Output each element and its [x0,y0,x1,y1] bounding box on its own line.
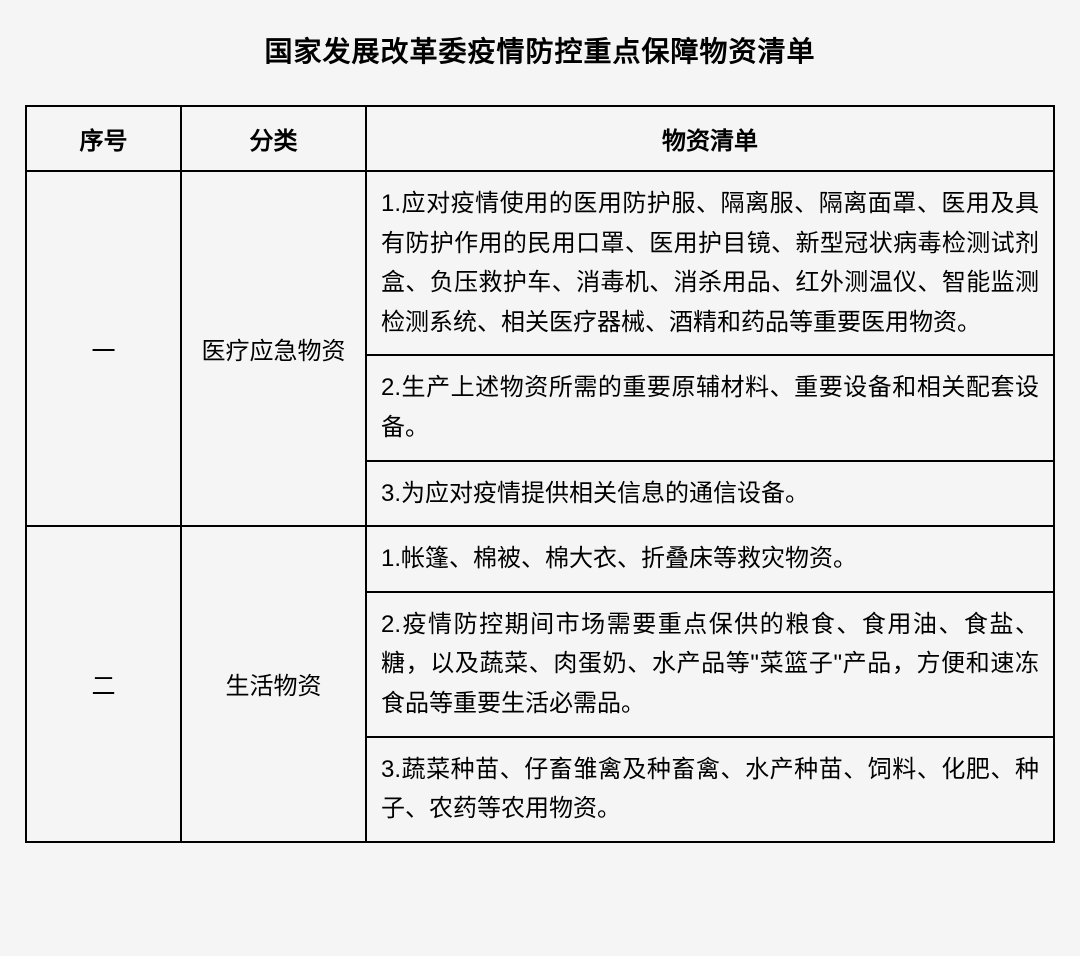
table-row: 二 生活物资 1.帐篷、棉被、棉大衣、折叠床等救灾物资。 [26,526,1054,592]
row-item-1-3: 3.为应对疫情提供相关信息的通信设备。 [366,461,1054,527]
header-items: 物资清单 [366,106,1054,171]
row-item-2-3: 3.蔬菜种苗、仔畜雏禽及种畜禽、水产种苗、饲料、化肥、种子、农药等农用物资。 [366,737,1054,842]
row-index-2: 二 [26,526,181,842]
materials-table: 序号 分类 物资清单 一 医疗应急物资 1.应对疫情使用的医用防护服、隔离服、隔… [25,105,1055,843]
row-item-1-2: 2.生产上述物资所需的重要原辅材料、重要设备和相关配套设备。 [366,355,1054,460]
header-category: 分类 [181,106,366,171]
row-category-2: 生活物资 [181,526,366,842]
row-item-2-2: 2.疫情防控期间市场需要重点保供的粮食、食用油、食盐、糖，以及蔬菜、肉蛋奶、水产… [366,592,1054,737]
table-row: 一 医疗应急物资 1.应对疫情使用的医用防护服、隔离服、隔离面罩、医用及具有防护… [26,171,1054,355]
page-title: 国家发展改革委疫情防控重点保障物资清单 [25,30,1055,70]
row-item-2-1: 1.帐篷、棉被、棉大衣、折叠床等救灾物资。 [366,526,1054,592]
header-index: 序号 [26,106,181,171]
row-index-1: 一 [26,171,181,526]
table-header-row: 序号 分类 物资清单 [26,106,1054,171]
row-category-1: 医疗应急物资 [181,171,366,526]
row-item-1-1: 1.应对疫情使用的医用防护服、隔离服、隔离面罩、医用及具有防护作用的民用口罩、医… [366,171,1054,355]
